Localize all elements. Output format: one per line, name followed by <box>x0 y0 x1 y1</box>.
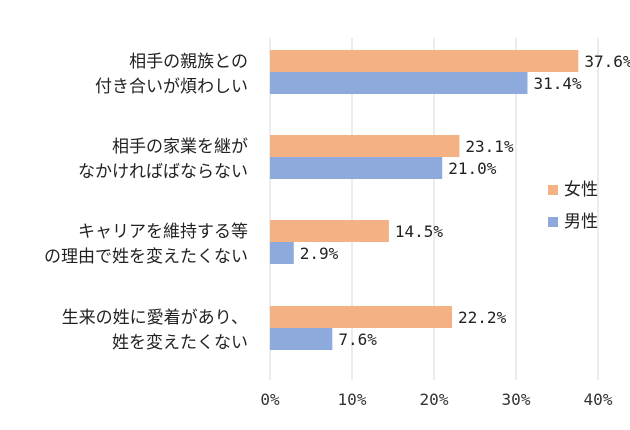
bar <box>270 50 579 72</box>
category-label: キャリアを維持する等 <box>78 222 248 242</box>
bar <box>270 220 389 242</box>
bar <box>270 72 528 94</box>
category-label: 付き合いが煩わしい <box>95 77 248 97</box>
x-tick-label: 30% <box>502 390 531 409</box>
x-tick-label: 20% <box>420 390 449 409</box>
x-tick-label: 10% <box>338 390 367 409</box>
data-label: 2.9% <box>300 244 339 263</box>
x-axis-ticks: 0% 10% 20% 30% 40% <box>260 390 612 409</box>
x-tick-label: 0% <box>260 390 280 409</box>
x-tick-label: 40% <box>584 390 613 409</box>
legend-swatch <box>548 185 558 195</box>
legend-label: 男性 <box>564 212 598 232</box>
category-label: 姓を変えたくない <box>112 333 248 353</box>
data-label: 14.5% <box>395 222 444 241</box>
data-label: 7.6% <box>338 330 377 349</box>
bar <box>270 306 453 328</box>
legend-swatch <box>548 217 558 227</box>
bar <box>270 242 294 264</box>
bar <box>270 157 443 179</box>
data-labels: 37.6%31.4% 23.1% 21.0% 14.5% 2.9% 22.2% 7.6% <box>300 52 630 349</box>
bar <box>270 328 333 350</box>
category-label: 相手の親族との <box>129 52 248 72</box>
data-label: 21.0% <box>448 159 497 178</box>
category-label: の理由で姓を変えたくない <box>44 247 248 267</box>
category-label: 相手の家業を継が <box>112 137 248 157</box>
data-label: 22.2% <box>458 308 507 327</box>
bars <box>270 50 579 350</box>
legend-label: 女性 <box>564 180 598 200</box>
data-label: 31.4% <box>533 74 582 93</box>
category-labels: 相手の親族との付き合いが煩わしい相手の家業を継がなかければばならないキャリアを維… <box>44 52 248 353</box>
category-label: 生来の姓に愛着があり、 <box>62 308 248 328</box>
bar <box>270 135 460 157</box>
category-label: なかければばならない <box>78 162 248 182</box>
data-label: 23.1% <box>465 137 514 156</box>
data-label: 37.6% <box>584 52 630 71</box>
